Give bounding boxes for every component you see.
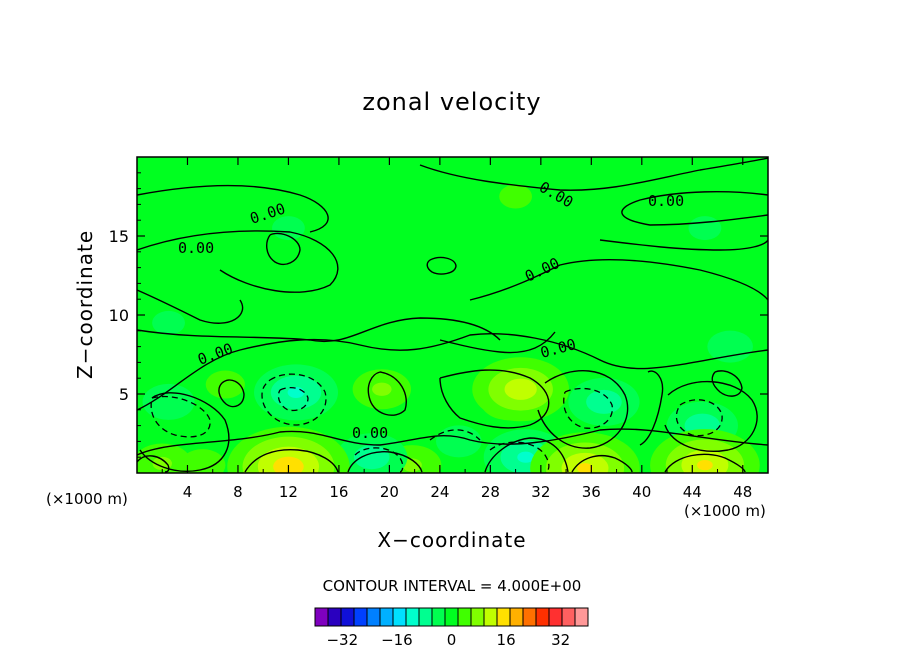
- chart-title: zonal velocity: [362, 88, 542, 116]
- y-axis-ticks: 5 10 15: [109, 172, 768, 458]
- plot-background: [137, 157, 768, 473]
- colorbar-swatch: [496, 607, 511, 627]
- colorbar-swatch: [353, 607, 368, 627]
- colorbar-swatch: [327, 607, 342, 627]
- x-tick-label: 8: [233, 483, 243, 501]
- velocity-field-layer: [137, 184, 760, 473]
- colorbar-swatch: [574, 607, 589, 627]
- velocity-feature: [152, 456, 172, 471]
- x-tick-label: 48: [733, 483, 752, 501]
- colorbar-tick-label: 0: [447, 631, 457, 649]
- velocity-feature: [512, 383, 529, 395]
- colorbar-tick-label: −16: [381, 631, 413, 649]
- x-tick-label: 24: [430, 483, 449, 501]
- velocity-feature: [152, 310, 185, 335]
- velocity-feature: [499, 184, 532, 209]
- colorbar-swatch: [509, 607, 524, 627]
- colorbar-swatch: [405, 607, 420, 627]
- colorbar-tick-label: −32: [326, 631, 358, 649]
- x-tick-label: 36: [582, 483, 601, 501]
- colorbar-tick-label: 16: [497, 631, 516, 649]
- contour-label: 0.00: [648, 192, 684, 210]
- x-unit-right: (×1000 m): [684, 502, 766, 520]
- y-axis-label: Z−coordinate: [73, 229, 97, 379]
- x-tick-label: 12: [279, 483, 298, 501]
- colorbar-swatch: [535, 607, 550, 627]
- contour-lines-layer: [137, 157, 768, 473]
- colorbar-swatch: [457, 607, 472, 627]
- colorbar-swatch: [561, 607, 576, 627]
- velocity-feature: [693, 419, 712, 432]
- colorbar-swatch: [483, 607, 498, 627]
- x-axis-ticks: 4 8 12 16 20 24 28 32 36 40 44 48: [161, 157, 752, 501]
- colorbar-swatch: [392, 607, 407, 627]
- colorbar-swatch: [548, 607, 563, 627]
- x-tick-label: 40: [632, 483, 651, 501]
- colorbar-swatch: [470, 607, 485, 627]
- velocity-feature: [372, 382, 392, 396]
- colorbar-swatch: [340, 607, 355, 627]
- contour-label: 0.00: [352, 424, 388, 442]
- x-axis-label: X−coordinate: [377, 528, 527, 552]
- colorbar-swatch: [522, 607, 537, 627]
- x-tick-label: 20: [380, 483, 399, 501]
- y-tick-label: 5: [119, 385, 129, 404]
- colorbar-swatch: [314, 607, 329, 627]
- velocity-feature: [718, 338, 742, 355]
- velocity-feature: [447, 433, 471, 450]
- velocity-feature: [595, 395, 613, 408]
- velocity-feature: [688, 216, 722, 241]
- velocity-feature: [402, 458, 422, 472]
- x-tick-label: 32: [531, 483, 550, 501]
- colorbar-swatch: [431, 607, 446, 627]
- contour-interval: CONTOUR INTERVAL = 4.000E+00: [322, 577, 582, 595]
- velocity-feature: [191, 457, 215, 473]
- velocity-feature: [577, 463, 593, 473]
- colorbar-swatch: [366, 607, 381, 627]
- y-tick-label: 10: [109, 306, 129, 325]
- velocity-feature: [517, 451, 535, 463]
- colorbar-swatch: [444, 607, 459, 627]
- y-tick-label: 15: [109, 227, 129, 246]
- x-tick-label: 44: [683, 483, 702, 501]
- velocity-feature: [697, 459, 713, 471]
- negative-contours-layer: [150, 373, 723, 473]
- colorbar: −32 −16 0 16 32: [314, 607, 589, 649]
- velocity-feature: [215, 377, 236, 392]
- x-tick-label: 16: [329, 483, 348, 501]
- contour-label: 0.00: [178, 239, 214, 257]
- velocity-feature: [287, 386, 305, 399]
- x-tick-label: 28: [481, 483, 500, 501]
- colorbar-swatch: [418, 607, 433, 627]
- colorbar-swatch: [379, 607, 394, 627]
- x-unit-left: (×1000 m): [46, 490, 128, 508]
- velocity-feature: [159, 395, 178, 408]
- x-tick-label: 4: [183, 483, 193, 501]
- colorbar-tick-label: 32: [551, 631, 570, 649]
